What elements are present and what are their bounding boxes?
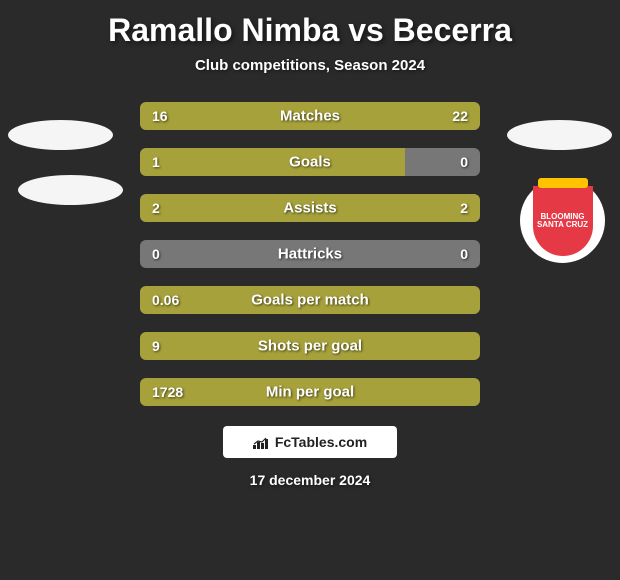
date-label: 17 december 2024 — [0, 472, 620, 488]
stat-value-left: 1 — [152, 154, 160, 170]
stat-label: Shots per goal — [258, 338, 362, 355]
stat-value-left: 9 — [152, 338, 160, 354]
player-right-avatar-1 — [507, 120, 612, 150]
stat-value-right: 22 — [452, 108, 468, 124]
stats-table: 16 Matches 22 1 Goals 0 2 Assists 2 0 Ha… — [140, 102, 480, 406]
player-left-avatar-2 — [18, 175, 123, 205]
stat-row-goals-per-match: 0.06 Goals per match — [140, 286, 480, 314]
stat-value-left: 0 — [152, 246, 160, 262]
player-left-avatar-1 — [8, 120, 113, 150]
stat-value-left: 2 — [152, 200, 160, 216]
attribution-text: FcTables.com — [275, 434, 367, 450]
stat-row-shots-per-goal: 9 Shots per goal — [140, 332, 480, 360]
stat-row-assists: 2 Assists 2 — [140, 194, 480, 222]
stat-value-left: 16 — [152, 108, 168, 124]
stat-row-min-per-goal: 1728 Min per goal — [140, 378, 480, 406]
stat-row-hattricks: 0 Hattricks 0 — [140, 240, 480, 268]
page-title: Ramallo Nimba vs Becerra — [0, 12, 620, 49]
stat-value-left: 0.06 — [152, 292, 179, 308]
club-badge-right: BLOOMING SANTA CRUZ — [520, 178, 605, 263]
stat-label: Matches — [280, 108, 340, 125]
stat-value-right: 2 — [460, 200, 468, 216]
bar-left — [140, 148, 405, 176]
stat-value-left: 1728 — [152, 384, 183, 400]
stat-label: Goals — [289, 154, 331, 171]
club-badge-shield: BLOOMING SANTA CRUZ — [533, 186, 593, 256]
stat-label: Assists — [283, 200, 336, 217]
stat-label: Goals per match — [251, 292, 369, 309]
stat-value-right: 0 — [460, 154, 468, 170]
comparison-card: Ramallo Nimba vs Becerra Club competitio… — [0, 0, 620, 580]
stat-value-right: 0 — [460, 246, 468, 262]
attribution-badge[interactable]: FcTables.com — [223, 426, 397, 458]
chart-icon — [253, 436, 271, 448]
stat-label: Min per goal — [266, 384, 354, 401]
club-badge-text: BLOOMING SANTA CRUZ — [537, 213, 588, 229]
season-subtitle: Club competitions, Season 2024 — [0, 57, 620, 74]
stat-row-matches: 16 Matches 22 — [140, 102, 480, 130]
stat-label: Hattricks — [278, 246, 342, 263]
stat-row-goals: 1 Goals 0 — [140, 148, 480, 176]
